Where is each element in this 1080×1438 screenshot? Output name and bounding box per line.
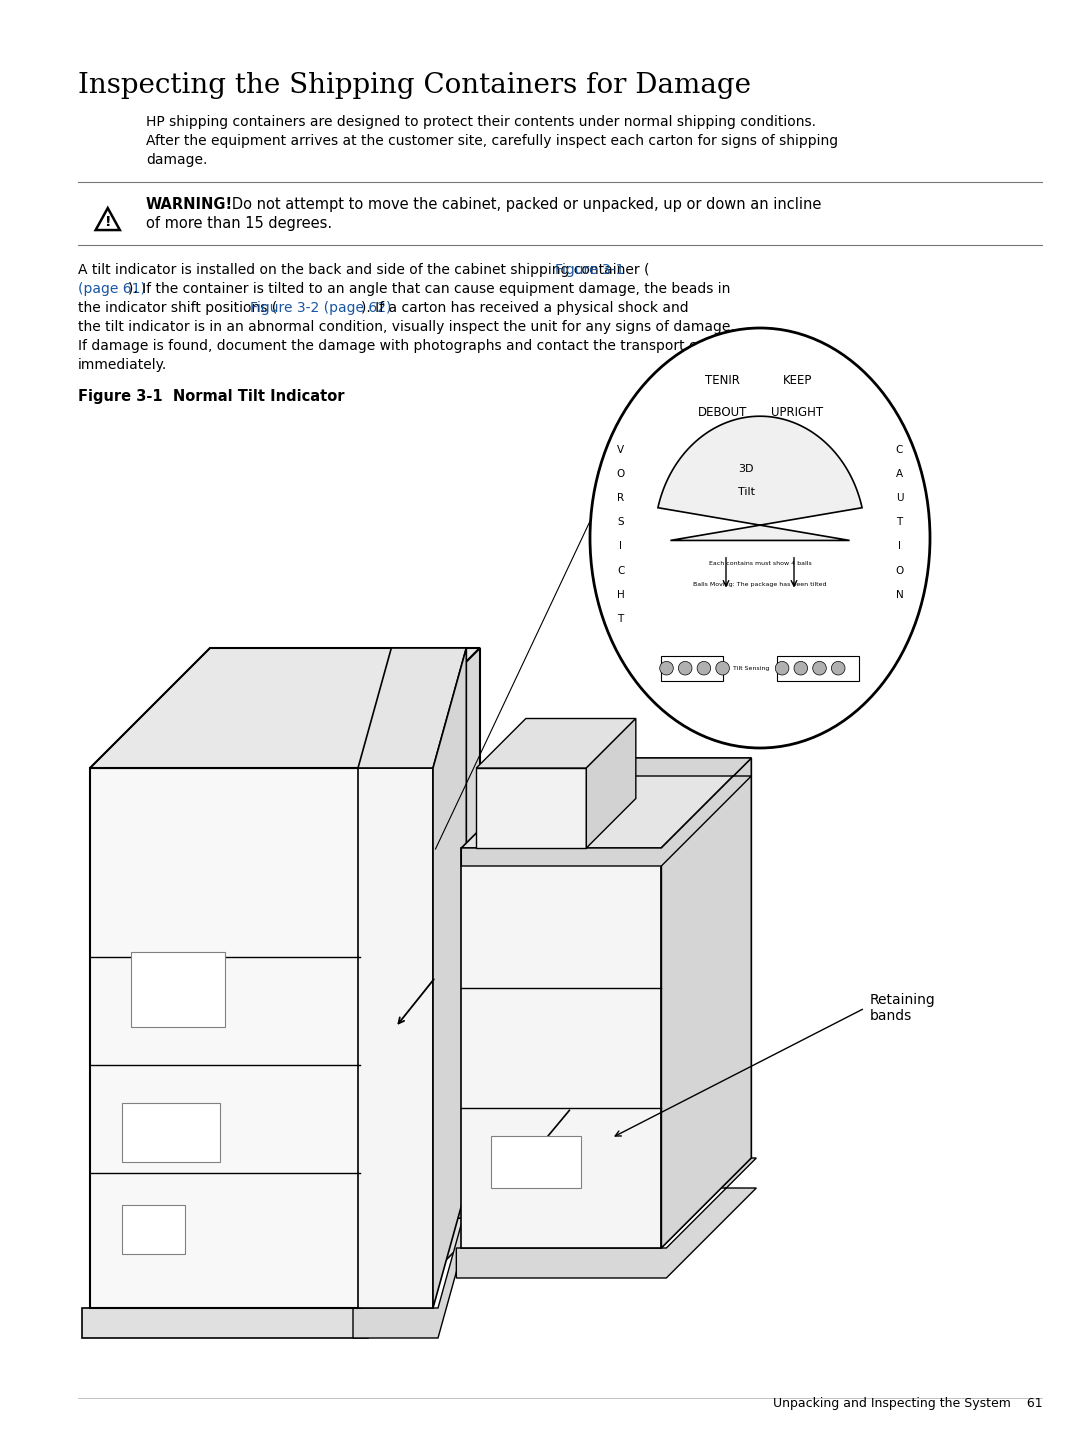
Text: O: O [895, 565, 904, 575]
Polygon shape [357, 768, 433, 1309]
Polygon shape [491, 1136, 581, 1188]
Text: Each contains must show 4 balls: Each contains must show 4 balls [708, 561, 811, 565]
Polygon shape [122, 1205, 185, 1254]
Polygon shape [461, 848, 661, 1248]
Polygon shape [90, 649, 480, 768]
Text: Tilt Sensing: Tilt Sensing [733, 666, 770, 670]
Text: If damage is found, document the damage with photographs and contact the transpo: If damage is found, document the damage … [78, 339, 734, 354]
Text: I: I [897, 541, 901, 551]
Polygon shape [131, 952, 225, 1027]
Text: the tilt indicator is in an abnormal condition, visually inspect the unit for an: the tilt indicator is in an abnormal con… [78, 321, 734, 334]
Text: I: I [619, 541, 622, 551]
Text: TENIR: TENIR [705, 374, 740, 387]
Polygon shape [461, 758, 752, 866]
Text: C: C [617, 565, 624, 575]
Text: U: U [895, 493, 903, 503]
Polygon shape [90, 768, 360, 1309]
Text: N: N [895, 590, 903, 600]
Text: Balls Moving: The package has been tilted: Balls Moving: The package has been tilte… [693, 582, 827, 587]
Text: WARNING!: WARNING! [146, 197, 233, 211]
Polygon shape [661, 758, 752, 1248]
Polygon shape [476, 719, 636, 768]
Polygon shape [122, 1103, 219, 1162]
Polygon shape [82, 1188, 488, 1337]
Text: !: ! [105, 216, 111, 229]
Text: H: H [617, 590, 624, 600]
Text: R: R [617, 493, 624, 503]
Polygon shape [661, 656, 723, 680]
Circle shape [660, 661, 673, 674]
Text: the indicator shift positions (: the indicator shift positions ( [78, 301, 276, 315]
Text: A tilt indicator is installed on the back and side of the cabinet shipping conta: A tilt indicator is installed on the bac… [78, 263, 649, 278]
Text: O: O [617, 469, 624, 479]
Circle shape [813, 661, 826, 674]
Text: 3D: 3D [739, 463, 754, 473]
Text: HP shipping containers are designed to protect their contents under normal shipp: HP shipping containers are designed to p… [146, 115, 815, 129]
Circle shape [832, 661, 845, 674]
Text: Figure 3-2 (page 62): Figure 3-2 (page 62) [249, 301, 391, 315]
Text: After the equipment arrives at the customer site, carefully inspect each carton : After the equipment arrives at the custo… [146, 134, 838, 148]
Polygon shape [457, 1158, 756, 1278]
Text: KEEP: KEEP [783, 374, 812, 387]
Polygon shape [357, 649, 467, 768]
Text: ). If the container is tilted to an angle that can cause equipment damage, the b: ). If the container is tilted to an angl… [127, 282, 730, 296]
Text: Inspecting the Shipping Containers for Damage: Inspecting the Shipping Containers for D… [78, 72, 751, 99]
Polygon shape [777, 656, 859, 680]
Text: Retaining
bands: Retaining bands [870, 992, 935, 1022]
Circle shape [678, 661, 692, 674]
Text: UPRIGHT: UPRIGHT [771, 406, 823, 418]
Text: immediately.: immediately. [78, 358, 167, 372]
Circle shape [794, 661, 808, 674]
Polygon shape [461, 758, 752, 848]
Polygon shape [476, 768, 586, 848]
Text: Do not attempt to move the cabinet, packed or unpacked, up or down an incline: Do not attempt to move the cabinet, pack… [218, 197, 821, 211]
Text: Unpacking and Inspecting the System    61: Unpacking and Inspecting the System 61 [772, 1396, 1042, 1411]
Text: ). If a carton has received a physical shock and: ). If a carton has received a physical s… [361, 301, 688, 315]
Text: Tilt: Tilt [738, 487, 755, 496]
Circle shape [775, 661, 788, 674]
Text: DEBOUT: DEBOUT [698, 406, 747, 418]
Polygon shape [658, 416, 862, 541]
Text: of more than 15 degrees.: of more than 15 degrees. [146, 216, 332, 232]
Polygon shape [353, 1188, 471, 1337]
Text: damage.: damage. [146, 152, 207, 167]
Text: Figure 3-1  Normal Tilt Indicator: Figure 3-1 Normal Tilt Indicator [78, 390, 345, 404]
Text: (page 61): (page 61) [78, 282, 146, 296]
Text: A: A [895, 469, 903, 479]
Text: Figure 3-1: Figure 3-1 [555, 263, 624, 278]
Polygon shape [360, 649, 480, 1309]
Text: T: T [618, 614, 624, 624]
Text: T: T [896, 518, 903, 528]
Circle shape [697, 661, 711, 674]
Text: V: V [617, 444, 624, 454]
Circle shape [716, 661, 729, 674]
Text: S: S [618, 518, 624, 528]
Polygon shape [433, 649, 467, 1309]
Text: C: C [895, 444, 903, 454]
Polygon shape [586, 719, 636, 848]
Ellipse shape [590, 328, 930, 748]
